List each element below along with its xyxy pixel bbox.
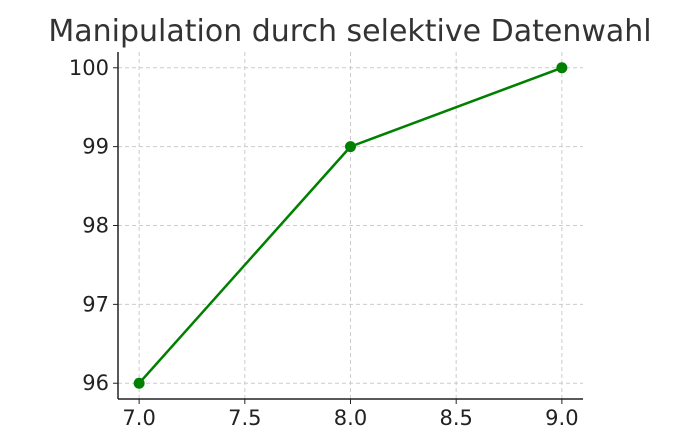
y-tick-label: 96 — [82, 371, 109, 395]
x-tick-label: 8.5 — [439, 406, 472, 430]
grid — [118, 52, 583, 399]
series-layer — [133, 62, 568, 389]
y-tick-label: 97 — [82, 292, 109, 316]
x-tick-label: 9.0 — [545, 406, 578, 430]
data-point — [345, 141, 356, 153]
data-point — [133, 377, 145, 389]
y-tick-label: 99 — [82, 135, 109, 159]
x-tick-label: 7.5 — [228, 406, 261, 430]
y-tick-label: 100 — [69, 56, 109, 80]
y-axis-ticks: 96 97 98 99 100 — [69, 56, 118, 395]
y-tick-label: 98 — [82, 214, 109, 238]
x-tick-label: 8.0 — [334, 406, 367, 430]
x-tick-label: 7.0 — [122, 406, 155, 430]
x-axis-ticks: 7.0 7.5 8.0 8.5 9.0 — [122, 399, 579, 430]
data-point — [556, 62, 568, 74]
chart-title: Manipulation durch selektive Datenwahl — [48, 14, 651, 49]
